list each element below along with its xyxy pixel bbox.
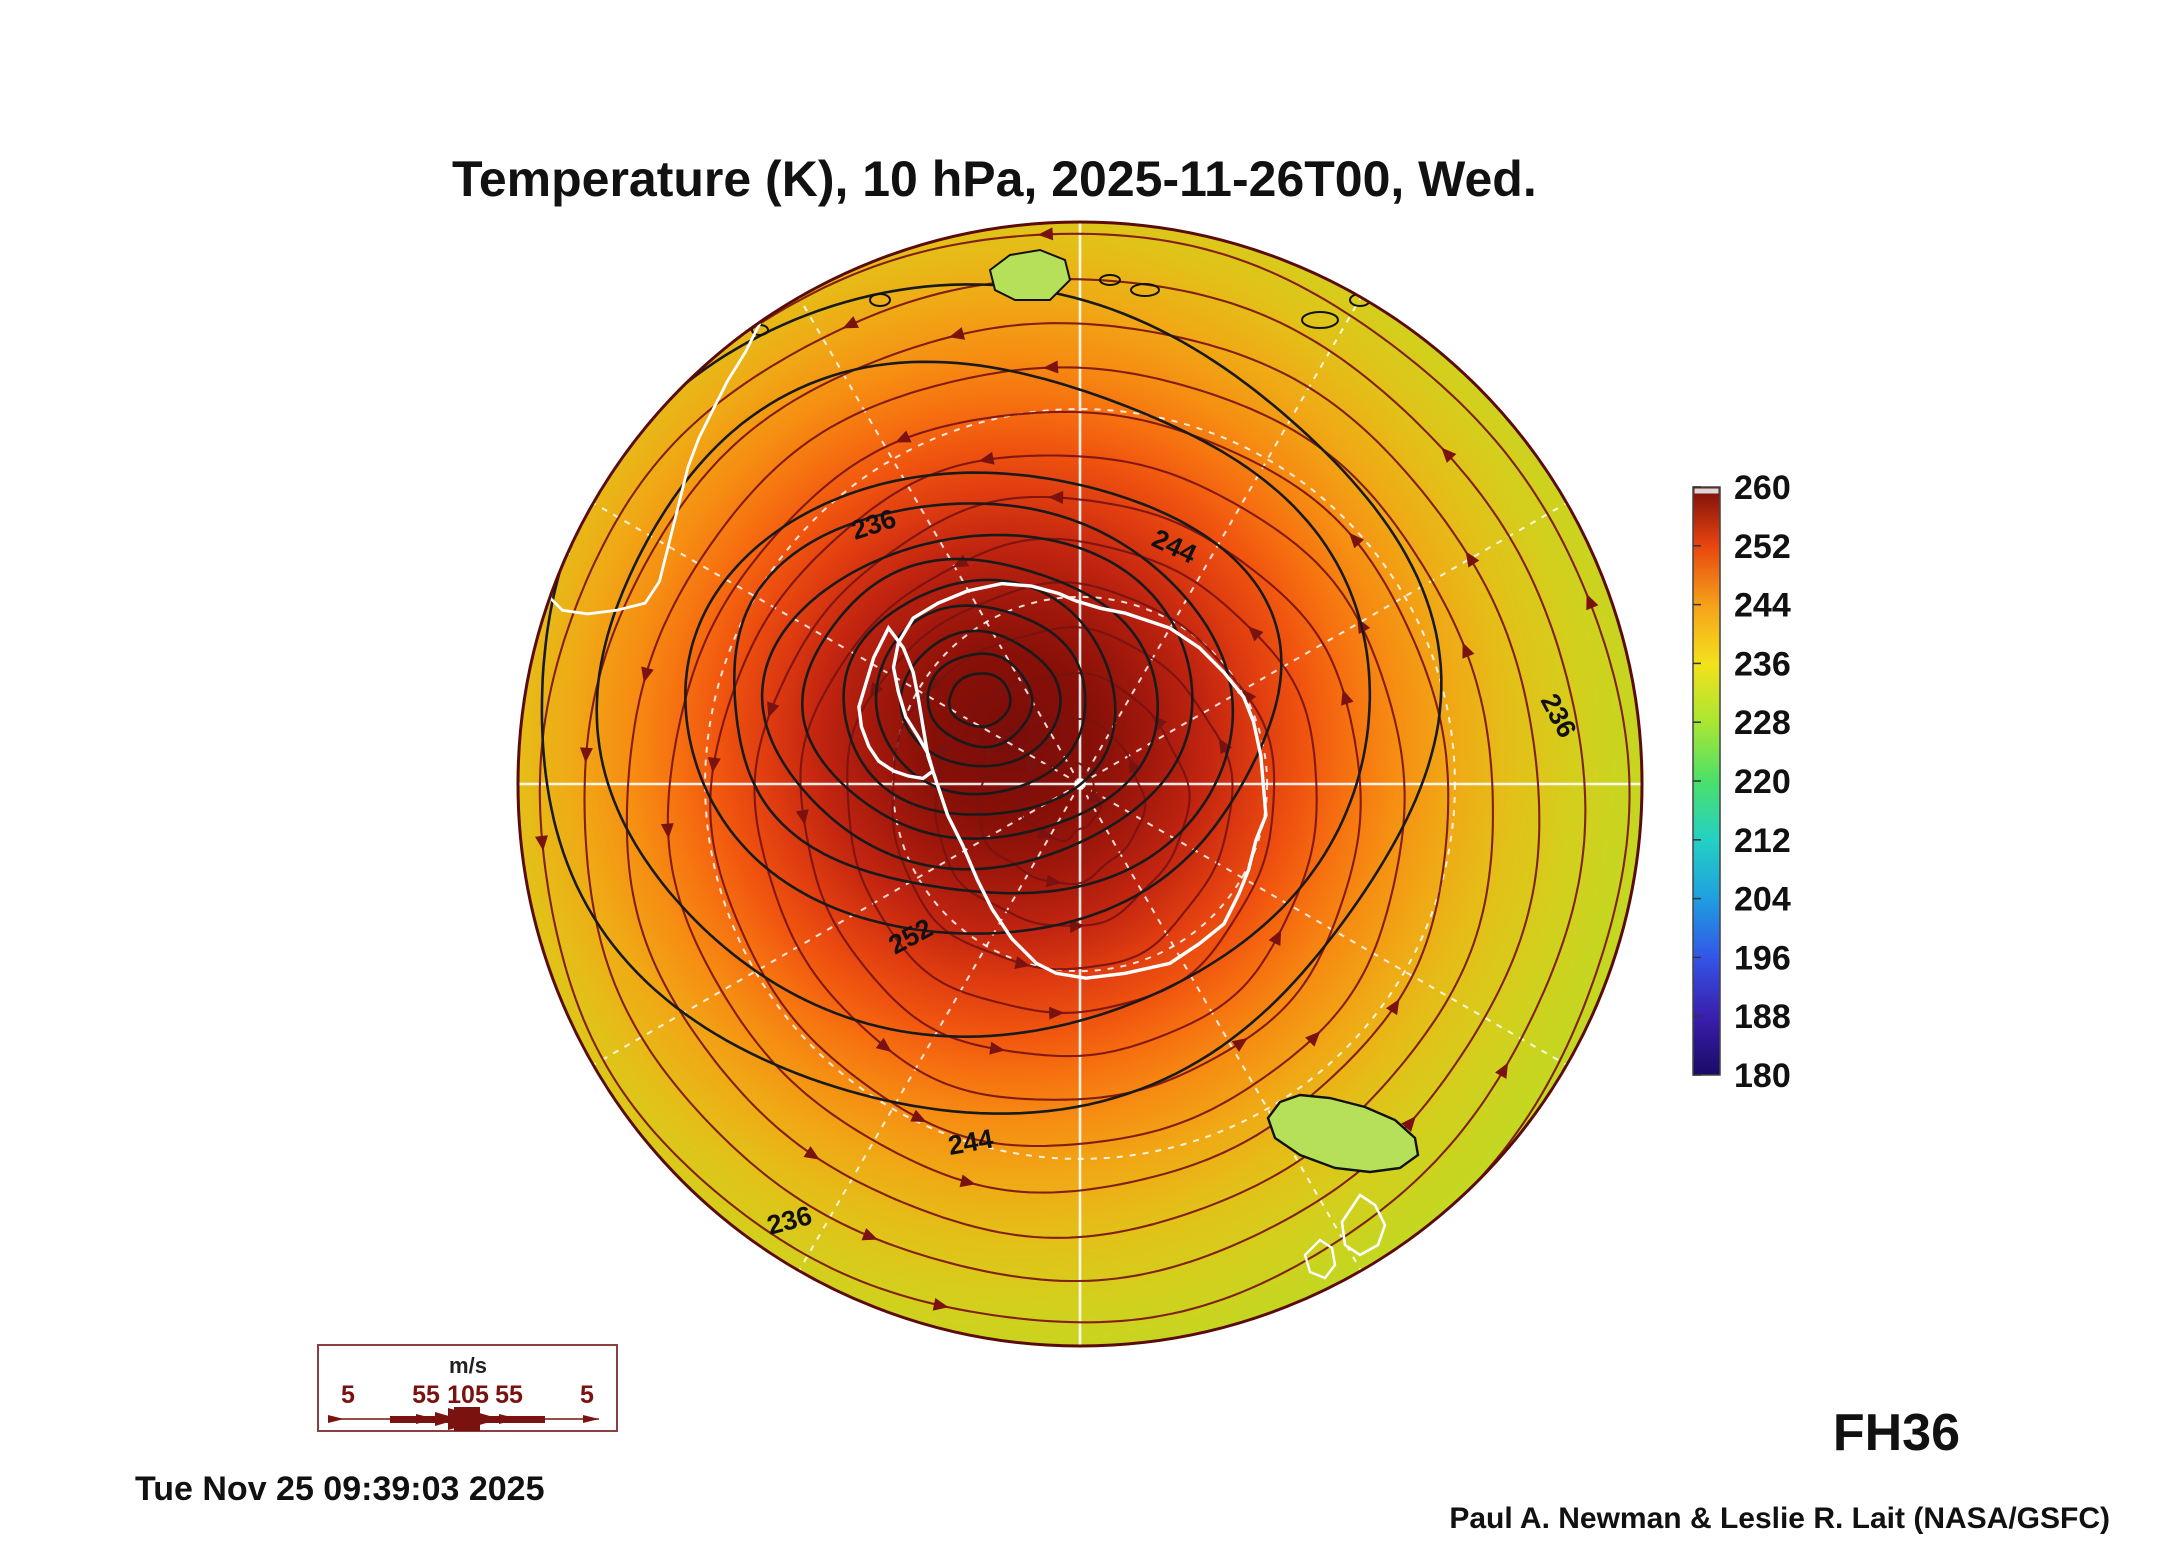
- svg-text:55: 55: [495, 1381, 523, 1409]
- svg-text:196: 196: [1734, 939, 1791, 977]
- svg-text:220: 220: [1734, 763, 1791, 801]
- svg-text:55: 55: [412, 1381, 440, 1409]
- svg-text:105: 105: [447, 1381, 489, 1409]
- svg-text:FH36: FH36: [1833, 1404, 1960, 1462]
- svg-text:Paul A. Newman & Leslie R. Lai: Paul A. Newman & Leslie R. Lait (NASA/GS…: [1449, 1502, 2110, 1535]
- svg-text:Tue Nov 25 09:39:03 2025: Tue Nov 25 09:39:03 2025: [135, 1470, 545, 1508]
- svg-text:244: 244: [1734, 587, 1791, 625]
- svg-text:204: 204: [1734, 881, 1791, 919]
- svg-text:m/s: m/s: [449, 1353, 487, 1378]
- svg-text:228: 228: [1734, 704, 1791, 742]
- svg-text:260: 260: [1734, 469, 1791, 507]
- svg-text:212: 212: [1734, 822, 1791, 860]
- svg-text:252: 252: [1734, 528, 1791, 566]
- svg-text:5: 5: [341, 1381, 355, 1409]
- svg-text:236: 236: [1734, 645, 1791, 683]
- svg-text:180: 180: [1734, 1057, 1791, 1095]
- svg-text:188: 188: [1734, 998, 1791, 1036]
- svg-text:5: 5: [580, 1381, 594, 1409]
